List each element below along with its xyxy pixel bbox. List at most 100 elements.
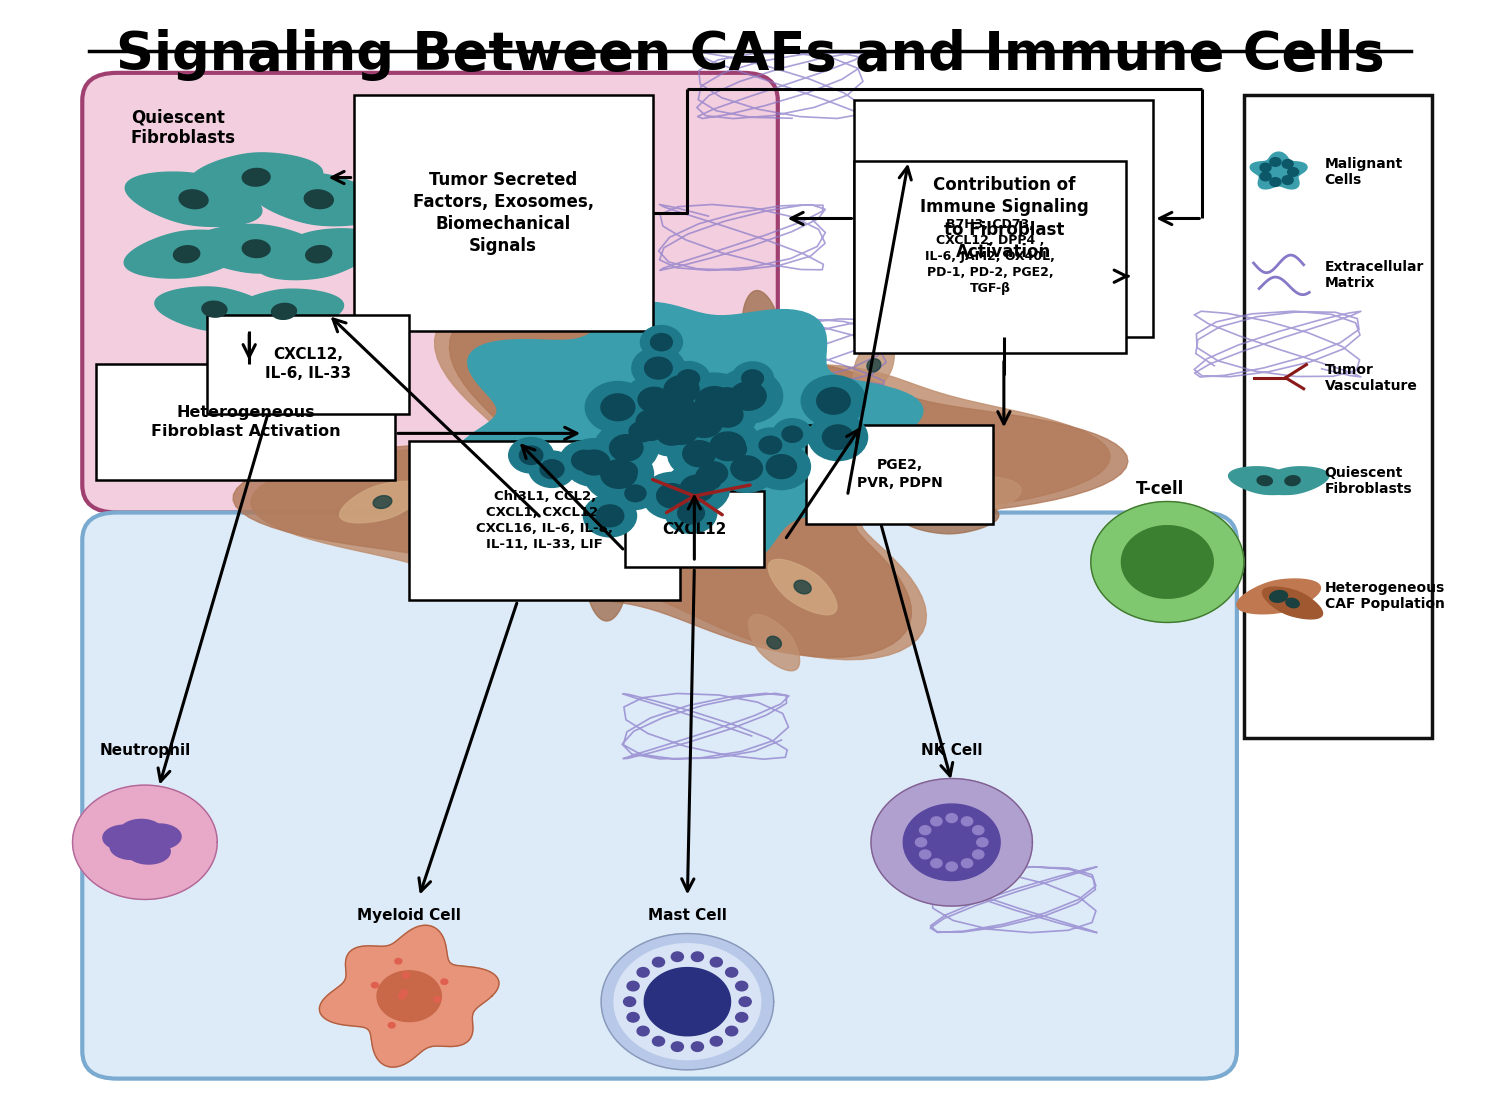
Circle shape: [1260, 163, 1270, 172]
Circle shape: [735, 1013, 747, 1022]
Circle shape: [962, 817, 972, 825]
Circle shape: [646, 400, 711, 451]
Circle shape: [699, 462, 728, 485]
Circle shape: [652, 419, 680, 441]
Polygon shape: [952, 489, 976, 505]
Circle shape: [1270, 158, 1281, 166]
Polygon shape: [243, 240, 270, 258]
Circle shape: [678, 374, 750, 430]
Polygon shape: [602, 933, 774, 1070]
Polygon shape: [902, 499, 999, 533]
Text: Tumor Secreted
Factors, Exosomes,
Biomechanical
Signals: Tumor Secreted Factors, Exosomes, Biomec…: [413, 171, 594, 256]
Circle shape: [1282, 160, 1293, 169]
Polygon shape: [232, 302, 1128, 658]
Circle shape: [759, 436, 782, 454]
Circle shape: [714, 369, 783, 423]
FancyBboxPatch shape: [82, 512, 1237, 1079]
Polygon shape: [72, 785, 217, 899]
Circle shape: [698, 472, 721, 489]
Circle shape: [632, 347, 686, 389]
Circle shape: [627, 981, 639, 991]
Circle shape: [530, 451, 574, 487]
FancyBboxPatch shape: [96, 364, 396, 479]
Polygon shape: [1090, 501, 1244, 623]
Polygon shape: [843, 494, 924, 523]
Circle shape: [710, 391, 741, 415]
Circle shape: [666, 400, 702, 429]
Polygon shape: [794, 389, 840, 450]
Polygon shape: [258, 229, 380, 280]
Circle shape: [388, 1023, 394, 1028]
Polygon shape: [202, 301, 226, 317]
Circle shape: [1287, 168, 1299, 176]
FancyBboxPatch shape: [354, 95, 652, 332]
Circle shape: [639, 409, 692, 451]
Polygon shape: [1286, 476, 1300, 486]
Circle shape: [699, 426, 756, 472]
Circle shape: [680, 475, 714, 501]
Circle shape: [618, 412, 666, 451]
Text: Signaling Between CAFs and Immune Cells: Signaling Between CAFs and Immune Cells: [116, 29, 1385, 80]
Polygon shape: [225, 289, 344, 334]
Circle shape: [808, 413, 867, 461]
Text: NK Cell: NK Cell: [921, 744, 982, 758]
Polygon shape: [251, 173, 387, 226]
Circle shape: [609, 434, 644, 461]
Circle shape: [614, 462, 638, 480]
Circle shape: [1270, 177, 1281, 186]
Circle shape: [972, 825, 984, 834]
Polygon shape: [126, 172, 262, 226]
Circle shape: [730, 456, 762, 480]
FancyBboxPatch shape: [806, 424, 993, 523]
Circle shape: [560, 441, 609, 480]
Circle shape: [1260, 172, 1270, 181]
Polygon shape: [174, 246, 200, 262]
Circle shape: [658, 404, 686, 425]
Circle shape: [540, 460, 564, 478]
Polygon shape: [853, 335, 894, 396]
Circle shape: [730, 382, 766, 410]
Circle shape: [698, 391, 758, 439]
Circle shape: [672, 952, 684, 961]
Text: Neutrophil: Neutrophil: [99, 744, 190, 758]
Circle shape: [976, 838, 988, 846]
Circle shape: [664, 463, 729, 515]
Circle shape: [572, 451, 597, 471]
Polygon shape: [742, 291, 777, 350]
Circle shape: [732, 361, 774, 395]
Polygon shape: [138, 824, 182, 850]
Circle shape: [602, 453, 648, 489]
Circle shape: [682, 441, 716, 466]
Polygon shape: [376, 971, 441, 1022]
Polygon shape: [1286, 598, 1299, 607]
Polygon shape: [756, 326, 790, 386]
Circle shape: [962, 858, 972, 867]
Circle shape: [663, 418, 693, 442]
Polygon shape: [320, 926, 500, 1067]
Circle shape: [684, 455, 736, 497]
Text: Chi3L1, CCL2,
CXCL1, CXCL12,
CXCL16, IL-6, IL-8,
IL-11, IL-33, LIF: Chi3L1, CCL2, CXCL1, CXCL12, CXCL16, IL-…: [477, 490, 614, 551]
Polygon shape: [748, 615, 800, 671]
Circle shape: [394, 959, 402, 964]
Circle shape: [682, 417, 703, 433]
Polygon shape: [454, 302, 922, 569]
Circle shape: [644, 411, 700, 456]
Polygon shape: [1257, 467, 1329, 495]
Circle shape: [972, 850, 984, 858]
Circle shape: [915, 838, 927, 846]
Circle shape: [748, 428, 792, 462]
Circle shape: [696, 380, 754, 426]
Circle shape: [638, 1026, 650, 1036]
Circle shape: [710, 430, 758, 468]
Circle shape: [772, 419, 812, 450]
Polygon shape: [874, 504, 892, 515]
Polygon shape: [768, 349, 780, 363]
Text: Tumor
Vasculature: Tumor Vasculature: [1324, 363, 1418, 392]
Polygon shape: [1122, 526, 1214, 598]
Polygon shape: [754, 314, 766, 326]
Polygon shape: [154, 287, 274, 332]
Circle shape: [645, 357, 672, 379]
Circle shape: [726, 968, 738, 977]
Polygon shape: [903, 804, 1001, 880]
Circle shape: [622, 400, 678, 443]
